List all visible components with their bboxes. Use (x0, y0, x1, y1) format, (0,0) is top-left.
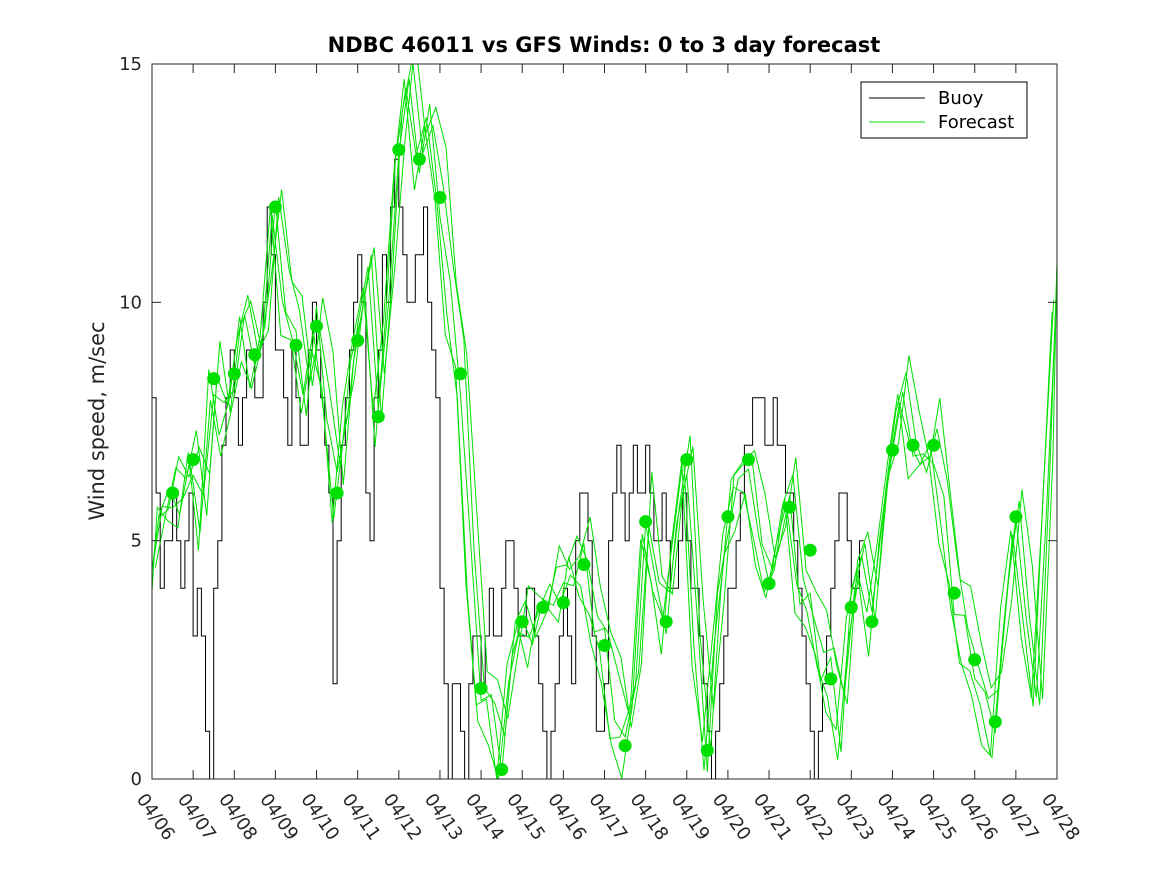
y-tick-label: 10 (119, 292, 142, 313)
forecast-marker-point (906, 438, 920, 452)
forecast-marker-point (330, 486, 344, 500)
forecast-marker-point (392, 143, 406, 157)
forecast-marker-point (227, 367, 241, 381)
forecast-marker-point (680, 453, 694, 467)
plot-data (152, 64, 1057, 779)
forecast-marker-point (742, 453, 755, 467)
forecast-marker-point (289, 338, 303, 352)
y-axis-label: Wind speed, m/sec (85, 321, 109, 520)
forecast-marker-point (248, 348, 262, 362)
series-forecast-member-4 (157, 64, 1057, 728)
forecast-marker-point (433, 191, 447, 204)
forecast-marker-point (207, 372, 221, 386)
forecast-marker-point (762, 577, 776, 591)
forecast-marker-point (515, 615, 529, 629)
y-tick-label: 0 (131, 769, 142, 790)
forecast-marker-point (371, 410, 385, 424)
y-tick-label: 15 (119, 54, 142, 75)
forecast-marker-point (721, 510, 735, 524)
forecast-marker-point (495, 763, 509, 776)
series-forecast-member-3 (152, 88, 1055, 779)
forecast-marker-point (886, 443, 899, 457)
forecast-marker-point (351, 334, 365, 347)
series-forecast-member-1 (152, 78, 1057, 773)
forecast-marker-point (947, 586, 961, 600)
forecast-marker-point (268, 200, 282, 214)
legend-label-buoy: Buoy (938, 88, 984, 109)
legend-label-forecast: Forecast (938, 112, 1014, 133)
forecast-marker-point (577, 558, 591, 571)
series-buoy-line (152, 158, 864, 779)
forecast-marker-point (844, 600, 858, 614)
forecast-marker-point (865, 615, 879, 629)
forecast-marker-point (639, 515, 653, 529)
legend: Buoy Forecast (860, 81, 1028, 139)
forecast-marker-point (556, 596, 570, 610)
y-tick-label: 5 (131, 531, 142, 552)
forecast-marker-point (598, 639, 611, 652)
forecast-marker-point (700, 743, 714, 757)
forecast-marker-point (412, 152, 426, 166)
forecast-marker-point (186, 453, 200, 467)
forecast-marker-point (824, 672, 838, 686)
forecast-marker-point (536, 600, 550, 614)
forecast-marker-point (803, 543, 817, 557)
forecast-marker-point (166, 486, 180, 500)
forecast-marker-point (968, 653, 982, 667)
forecast-marker-point (659, 615, 673, 629)
series-forecast-member-2 (154, 64, 1057, 751)
forecast-marker-point (310, 319, 323, 333)
forecast-marker-point (783, 500, 797, 514)
forecast-marker-point (988, 715, 1002, 729)
forecast-marker-point (474, 681, 488, 695)
chart-title: NDBC 46011 vs GFS Winds: 0 to 3 day fore… (328, 33, 881, 57)
forecast-marker-point (1009, 510, 1023, 524)
forecast-marker-point (927, 438, 941, 452)
series-forecast-member-5 (152, 78, 1053, 779)
forecast-marker-point (454, 367, 467, 381)
legend-box (860, 81, 1028, 139)
forecast-marker-point (618, 739, 632, 753)
